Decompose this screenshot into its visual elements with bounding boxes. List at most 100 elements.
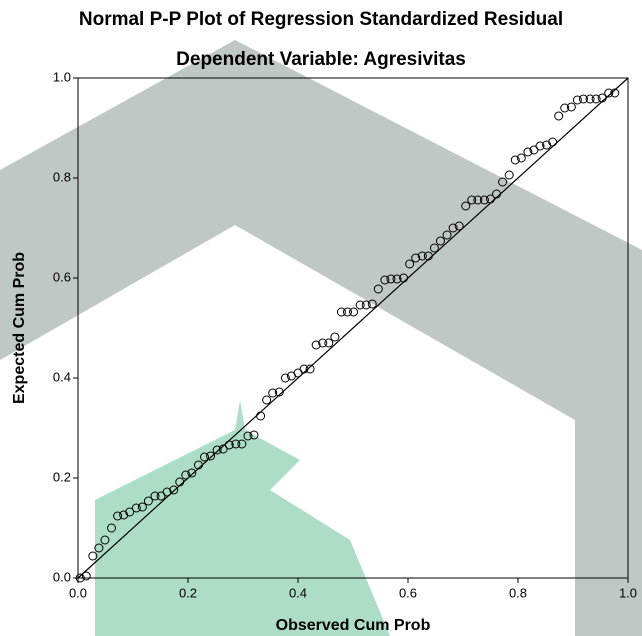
- point: [187, 468, 197, 478]
- point: [349, 307, 359, 317]
- point: [510, 155, 520, 165]
- point: [193, 460, 203, 470]
- point: [81, 571, 91, 581]
- point: [169, 485, 179, 495]
- point: [542, 140, 552, 150]
- y-tick-label: 0.0: [53, 569, 71, 584]
- point: [94, 543, 104, 553]
- point: [399, 273, 409, 283]
- chart-subtitle: Dependent Variable: Agresivitas: [176, 49, 466, 70]
- point: [405, 259, 415, 269]
- point: [454, 221, 464, 231]
- point: [293, 368, 303, 378]
- point: [318, 338, 328, 348]
- point: [224, 440, 234, 450]
- point: [305, 364, 315, 374]
- point: [597, 93, 607, 103]
- point: [243, 431, 253, 441]
- point: [604, 88, 614, 98]
- point: [268, 388, 278, 398]
- point: [479, 195, 489, 205]
- point: [162, 487, 172, 497]
- point: [256, 411, 266, 421]
- y-tick-label: 1.0: [53, 69, 71, 84]
- point: [373, 284, 383, 294]
- reference-line: [77, 77, 629, 579]
- point: [113, 511, 123, 521]
- point: [125, 507, 135, 517]
- y-tick-label: 0.4: [53, 369, 71, 384]
- point: [143, 496, 153, 506]
- point: [417, 251, 427, 261]
- plot-frame: [77, 77, 629, 579]
- x-tick-label: 0.6: [399, 585, 417, 600]
- point: [572, 95, 582, 105]
- point: [355, 300, 365, 310]
- point: [343, 307, 352, 317]
- point: [578, 94, 588, 104]
- y-axis-title: Expected Cum Prob: [11, 252, 28, 404]
- point: [516, 153, 526, 163]
- point: [181, 470, 191, 480]
- x-tick-label: 1.0: [619, 585, 637, 600]
- point: [137, 502, 147, 512]
- point: [131, 503, 141, 513]
- point: [231, 439, 241, 449]
- point: [591, 94, 601, 104]
- point: [392, 274, 402, 284]
- point: [442, 230, 452, 240]
- point: [212, 445, 222, 455]
- point: [361, 300, 371, 310]
- point: [486, 194, 495, 204]
- chart-title: Normal P-P Plot of Regression Standardiz…: [79, 9, 563, 30]
- point: [299, 364, 309, 374]
- point: [554, 111, 564, 121]
- y-tick-label: 0.6: [53, 269, 71, 284]
- y-tick-label: 0.8: [53, 169, 71, 184]
- point: [610, 88, 620, 98]
- point: [492, 189, 502, 199]
- point: [274, 387, 284, 397]
- y-tick-label: 0.2: [53, 469, 71, 484]
- x-tick-label: 0.0: [69, 585, 87, 600]
- point: [324, 338, 334, 348]
- point: [280, 373, 290, 383]
- point: [429, 243, 439, 253]
- point: [448, 223, 458, 233]
- point: [206, 451, 216, 461]
- point: [585, 94, 595, 104]
- point: [100, 535, 110, 545]
- point: [411, 253, 421, 263]
- point: [311, 340, 321, 350]
- x-tick-label: 0.2: [179, 585, 197, 600]
- point: [467, 195, 477, 205]
- point: [150, 491, 160, 501]
- point: [200, 452, 209, 462]
- point: [330, 332, 340, 342]
- point: [88, 551, 98, 561]
- point: [461, 201, 471, 211]
- x-tick-label: 0.4: [289, 585, 307, 600]
- point: [119, 510, 129, 520]
- point: [336, 307, 346, 317]
- point: [75, 573, 85, 583]
- point: [498, 177, 508, 187]
- point: [548, 137, 558, 147]
- point: [535, 141, 545, 151]
- point: [523, 147, 533, 157]
- point: [249, 430, 259, 440]
- point: [367, 299, 377, 309]
- x-axis-title: Observed Cum Prob: [276, 617, 431, 634]
- point: [237, 439, 247, 449]
- x-tick-label: 0.8: [509, 585, 527, 600]
- point: [423, 251, 433, 261]
- point: [504, 170, 514, 180]
- point: [566, 102, 576, 112]
- point: [473, 195, 483, 205]
- point: [380, 275, 390, 285]
- point: [560, 103, 570, 113]
- point: [107, 523, 117, 533]
- watermark: [0, 40, 642, 636]
